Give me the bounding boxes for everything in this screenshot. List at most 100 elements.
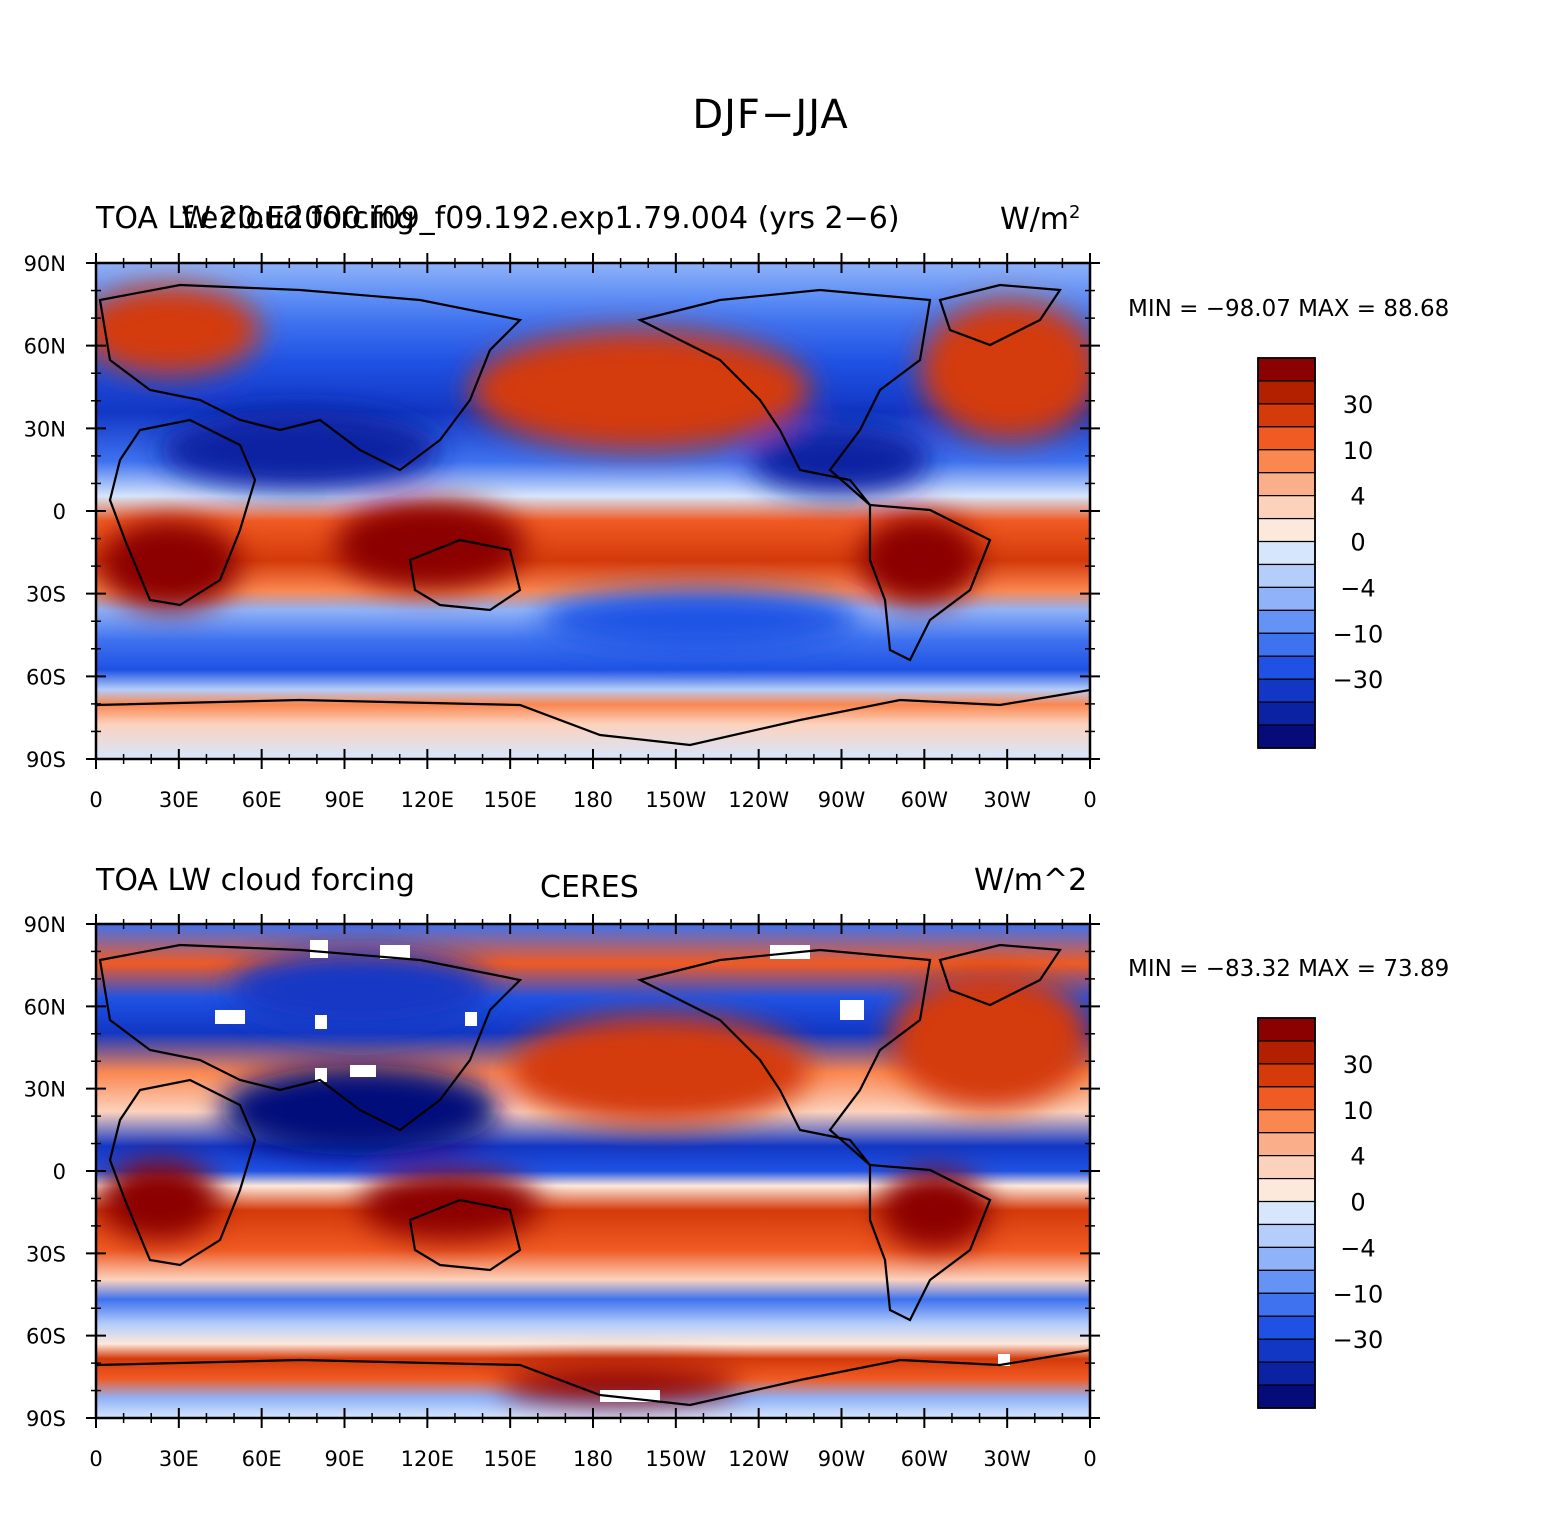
lat-tick-label: 90S [26,748,66,772]
colorbar-swatch [1257,1384,1316,1409]
colorbar-swatch [1257,563,1316,589]
panel1-min-max: MIN = −98.07 MAX = 88.68 [1128,296,1450,322]
map2-samerica-warm [880,1170,990,1250]
map1-greenland-outline [938,283,1062,347]
map1-antarctica-outline [96,688,1090,747]
colorbar-swatch [1257,380,1316,405]
lat-tick-label: 30S [26,1242,66,1266]
map1-africa-warm [100,520,240,610]
colorbar-label: 4 [1350,483,1365,511]
lon-tick-label: 120E [401,1447,454,1471]
colorbar-label: −10 [1333,1280,1384,1308]
colorbar-label: −10 [1333,620,1384,648]
map2-namerica-outline [636,948,932,1166]
colorbar-swatch [1257,1040,1316,1065]
lon-tick-label: 0 [1083,1447,1096,1471]
lat-tick-label: 30N [24,1078,66,1102]
lon-tick-label: 0 [89,788,102,812]
map2-greenland-outline [938,943,1062,1007]
colorbar-swatch [1257,1246,1316,1271]
colorbar-label: 10 [1343,1097,1374,1125]
colorbar-swatch [1257,1223,1316,1249]
page-title: DJF−JJA [692,92,849,138]
lat-tick-label: 60N [24,335,66,359]
colorbar-swatch [1257,1177,1316,1203]
colorbar-label: −30 [1333,666,1384,694]
lon-tick-label: 90E [325,1447,365,1471]
lat-tick-label: 60S [26,665,66,689]
colorbar-swatch [1257,1361,1316,1386]
colorbar-swatch [1257,1269,1316,1294]
map1-australia-outline [408,538,522,612]
panel1-units-label: W/m2 [1000,204,1080,235]
lon-tick-label: 180 [573,1447,613,1471]
map-panel-ceres [96,924,1090,1418]
colorbar-label: 0 [1350,529,1365,557]
map1-south-pacific-cold [540,590,860,650]
map1-namerica-outline [636,288,932,506]
colorbar-label: −4 [1340,574,1375,602]
lon-tick-label: 30W [983,1447,1031,1471]
colorbar-swatch [1257,586,1316,611]
lon-tick-label: 60E [242,788,282,812]
lon-tick-label: 120W [728,788,789,812]
lat-tick-label: 90N [24,913,66,937]
colorbar-label: −30 [1333,1326,1384,1354]
colorbar-swatch [1257,655,1316,680]
panel2-min-max: MIN = −83.32 MAX = 73.89 [1128,956,1450,982]
map2-coastlines [96,943,1090,1407]
lat-tick-label: 60N [24,995,66,1019]
lat-tick-label: 90N [24,252,66,276]
map2-africa-warm [100,1160,220,1240]
map2-antarctica-warm [500,1367,740,1403]
map1-samerica-outline [868,503,992,662]
panel2-left-label: TOA LW cloud forcing [96,863,415,898]
colorbar-swatch [1257,517,1316,543]
map1-central-america-cold [750,425,930,495]
colorbar-swatch [1257,1086,1316,1111]
lon-tick-label: 90E [325,788,365,812]
colorbar-swatch [1257,1155,1316,1180]
map1-europe-warm [96,285,260,375]
lat-tick-label: 0 [53,500,66,524]
colorbar-swatch [1257,609,1316,634]
colorbar-swatch [1257,495,1316,520]
panel1-center-label: f.e20.E2000.f09_f09.192.exp1.79.004 (yrs… [182,201,900,236]
panel1-units-sup: 2 [1069,202,1081,223]
colorbar-swatch [1257,403,1316,428]
map2-siberia-cold [230,950,490,1030]
colorbar-swatch [1257,1315,1316,1340]
map2-eurasia-outline [98,943,523,1132]
colorbar-label: 30 [1343,1051,1374,1079]
colorbar-swatch [1257,1132,1316,1157]
colorbar-swatch [1257,426,1316,451]
panel1-left-label: TOA LW cloud forcing [96,201,415,236]
lon-tick-label: 180 [573,788,613,812]
lon-tick-label: 90W [818,1447,866,1471]
lat-tick-label: 60S [26,1325,66,1349]
lon-tick-label: 60E [242,1447,282,1471]
lon-tick-label: 120W [728,1447,789,1471]
map1-maritime-warm [335,500,525,590]
colorbar-swatch [1257,449,1316,474]
colorbar-swatch [1257,540,1316,566]
map2-antarctica-outline [96,1348,1090,1407]
map2-npacific-warm [510,1015,810,1125]
colorbar-swatch [1257,724,1316,749]
map-panel-model [96,263,1090,759]
lat-tick-label: 0 [53,1160,66,1184]
lon-tick-label: 150E [483,1447,536,1471]
colorbar-frame [1257,357,1316,749]
lat-tick-label: 90S [26,1407,66,1431]
colorbar-label: 4 [1350,1143,1365,1171]
colorbar-swatch [1257,1292,1316,1317]
lon-tick-label: 150E [483,788,536,812]
panel2-units-label: W/m^2 [974,863,1088,898]
lat-tick-label: 30S [26,583,66,607]
panel1-units: W/m [1000,202,1069,237]
colorbar-swatch [1257,701,1316,726]
map2-africa-outline [108,1078,257,1267]
lat-tick-label: 30N [24,417,66,441]
colorbar-swatch [1257,632,1316,657]
